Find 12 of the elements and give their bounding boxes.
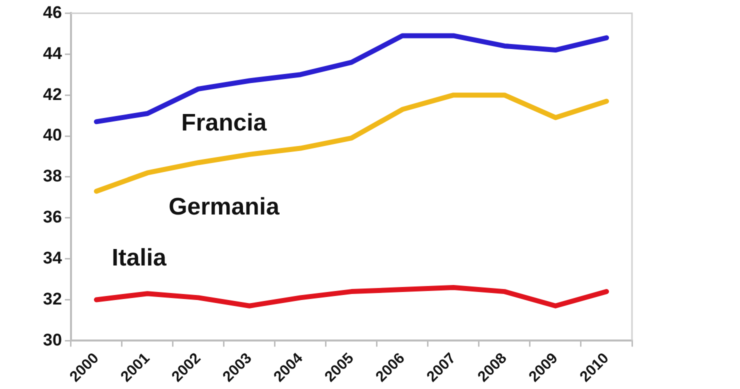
y-tick-label: 44 <box>42 44 62 63</box>
series-label: Germania <box>168 193 280 220</box>
y-tick-label: 36 <box>42 208 62 227</box>
y-tick-label: 32 <box>42 289 62 308</box>
y-tick-label: 38 <box>42 166 62 186</box>
y-tick-label: 40 <box>42 126 62 145</box>
y-tick-label: 46 <box>42 2 62 22</box>
y-tick-label: 34 <box>42 248 62 268</box>
series-label: Italia <box>112 244 168 272</box>
series-label: Francia <box>181 109 268 136</box>
y-tick-label: 30 <box>42 330 62 350</box>
y-tick-label: 42 <box>42 84 62 104</box>
